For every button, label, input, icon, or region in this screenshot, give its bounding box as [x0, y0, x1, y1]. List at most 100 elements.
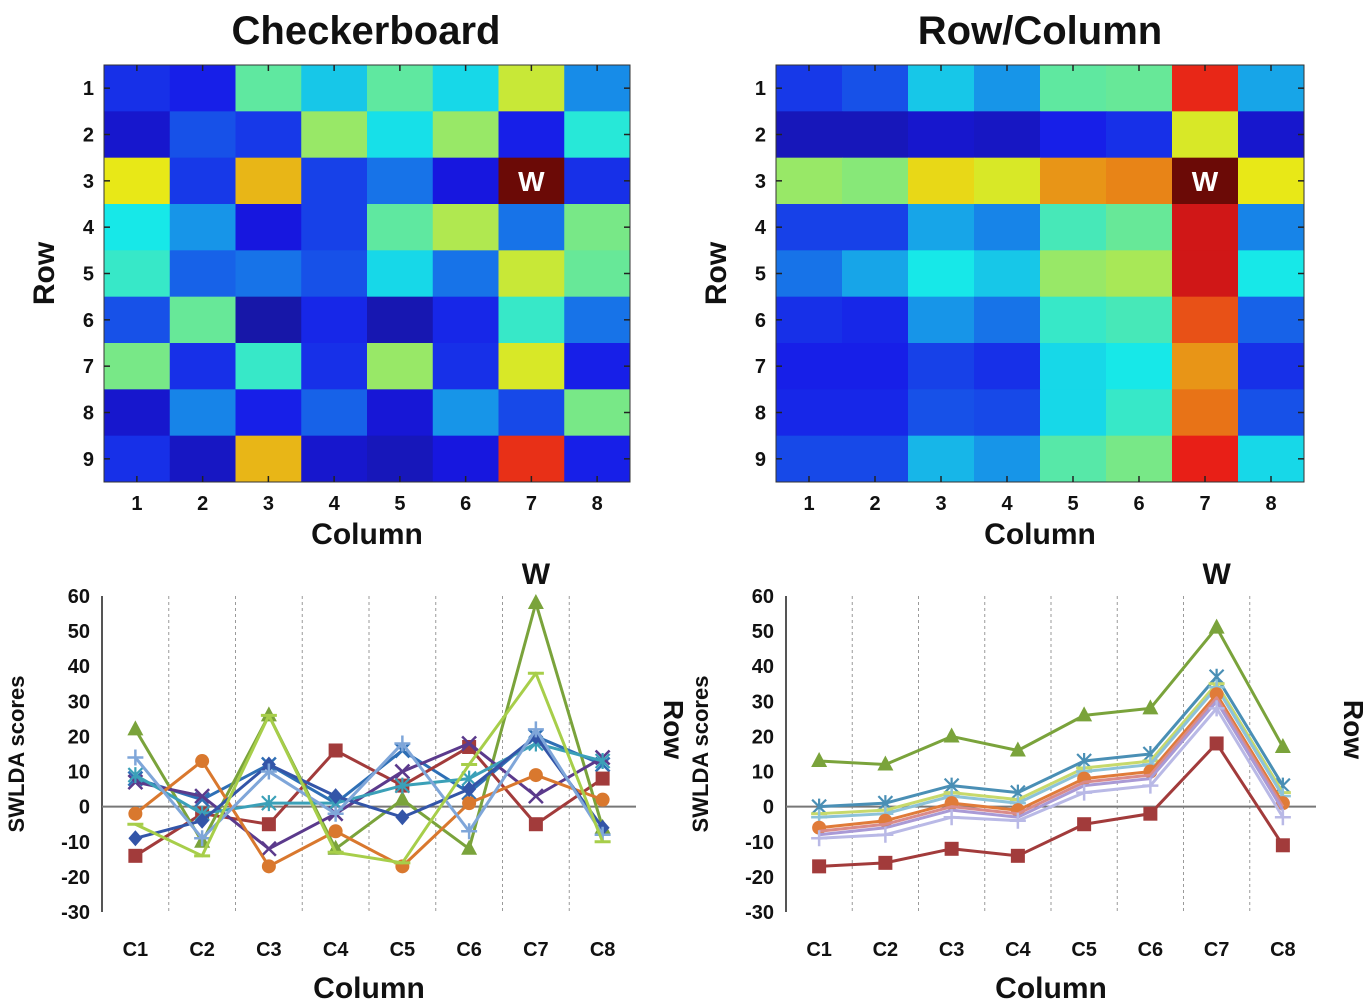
heatmap-cell: [842, 343, 909, 390]
x-tick-label: 5: [394, 493, 405, 515]
series-marker: [1143, 806, 1158, 821]
heatmap-cell: [1106, 111, 1173, 159]
y-tick-label: 0: [763, 797, 774, 819]
heatmap-cell: [776, 111, 843, 159]
heatmap-cell: [235, 65, 302, 112]
y-axis-label: Row: [700, 241, 733, 305]
line-chart-panel: -30 -20 -10 0 10 20 30 40 50 60 C1 C2 C3 C4 C5 C6 C7 C8 W C…: [688, 558, 1368, 1005]
heatmap-cell: [1172, 296, 1239, 344]
y-axis-label: Row: [28, 241, 61, 305]
heatmap-cell: [498, 343, 565, 390]
x-axis-label: Column: [984, 518, 1096, 551]
heatmap-cell: [235, 111, 302, 159]
series-line: [134, 671, 605, 865]
heatmap-cell: [974, 204, 1041, 251]
heatmap-cell: [1106, 343, 1173, 390]
heatmap-cell: [908, 343, 975, 390]
series-line: [134, 745, 604, 858]
heatmap-cell: [235, 296, 302, 344]
heatmap-cell: [564, 65, 631, 112]
heatmap-cell: [432, 111, 499, 159]
heatmap-cell: [974, 111, 1041, 159]
x-tick-label: C5: [1071, 939, 1097, 961]
chart-title: Row/Column: [918, 9, 1162, 53]
y-tick-label: 4: [755, 217, 767, 239]
series-marker: [394, 735, 411, 752]
series-marker: [877, 755, 894, 771]
series-marker: [260, 763, 277, 780]
heatmap-cell: [1238, 343, 1305, 390]
series-marker: [878, 855, 893, 870]
heatmap-cell: [1040, 65, 1107, 112]
x-axis-label: Column: [313, 972, 425, 1005]
heatmap-cell: [564, 111, 631, 159]
heatmap-cell: [1106, 250, 1173, 298]
y-tick-label: 3: [83, 171, 94, 193]
y-tick-label: 8: [755, 403, 766, 425]
heatmap-cell: [367, 65, 434, 112]
heatmap-cell: [1172, 389, 1239, 437]
chart-title: Checkerboard: [232, 9, 501, 53]
heatmap-cell: [564, 435, 631, 483]
series-line: [819, 626, 1285, 767]
y-tick-label: 8: [83, 403, 94, 425]
heatmap-cell: [432, 250, 499, 298]
series-marker: [1208, 700, 1225, 717]
side-row-label: Row: [658, 700, 689, 759]
series-marker: [1275, 838, 1290, 853]
heatmap-cell: [908, 157, 975, 205]
y-tick-label: 50: [752, 621, 774, 643]
series-line: [134, 727, 604, 840]
series-marker: [1076, 706, 1093, 722]
y-tick-label: 10: [68, 762, 90, 784]
series-marker: [811, 830, 828, 847]
heatmap-cell: [564, 204, 631, 251]
heatmap-cell: [104, 65, 171, 112]
heatmap-cell: [776, 65, 843, 112]
x-tick-label: 8: [592, 493, 603, 515]
heatmap-cell: [564, 250, 631, 298]
heatmap-cell: [301, 204, 368, 251]
series-marker: [1274, 809, 1291, 826]
x-tick-label: C1: [123, 939, 149, 961]
line-chart-panel: -30 -20 -10 0 10 20 30 40 50 60 C1 C2 C3 C4 C5 C6 C7 C8 W C…: [4, 558, 689, 1005]
heatmap-cell: [1040, 204, 1107, 251]
heatmap-cell: [169, 111, 236, 159]
heatmap-cell: [776, 157, 843, 205]
series-marker: [944, 841, 959, 856]
heatmap-cell: [776, 296, 843, 344]
series-marker: [194, 830, 211, 847]
x-tick-label: C2: [873, 939, 899, 961]
heatmap-cell: [169, 296, 236, 344]
heatmap-cell: [498, 250, 565, 298]
heatmap-cell: [301, 343, 368, 390]
heatmap-cell: [974, 296, 1041, 344]
heatmap-cell: [432, 343, 499, 390]
heatmap-cell: [1106, 157, 1173, 205]
heatmap-cell: [974, 435, 1041, 483]
series-marker: [1274, 737, 1291, 753]
y-tick-label: -30: [61, 902, 90, 924]
heatmap-cell: [104, 204, 171, 251]
heatmap-cell: [104, 250, 171, 298]
y-tick-label: 50: [68, 621, 90, 643]
y-tick-label: 60: [68, 586, 90, 608]
series-line: [819, 706, 1285, 840]
series-line: [134, 601, 605, 851]
heatmap-cell: [104, 435, 171, 483]
x-tick-label: 6: [460, 493, 471, 515]
series-marker: [260, 840, 277, 857]
series-line: [819, 741, 1285, 868]
heatmap-cell: [367, 389, 434, 437]
heatmap-cell: [842, 296, 909, 344]
side-row-label: Row: [1338, 700, 1368, 759]
heatmap-cell: [1040, 157, 1107, 205]
series-line: [134, 759, 604, 868]
heatmap-cell: [564, 389, 631, 437]
series-marker: [194, 788, 211, 805]
heatmap-cell: [432, 296, 499, 344]
heatmap-cell: [235, 250, 302, 298]
y-tick-label: 3: [755, 171, 766, 193]
x-tick-label: 1: [803, 493, 814, 515]
